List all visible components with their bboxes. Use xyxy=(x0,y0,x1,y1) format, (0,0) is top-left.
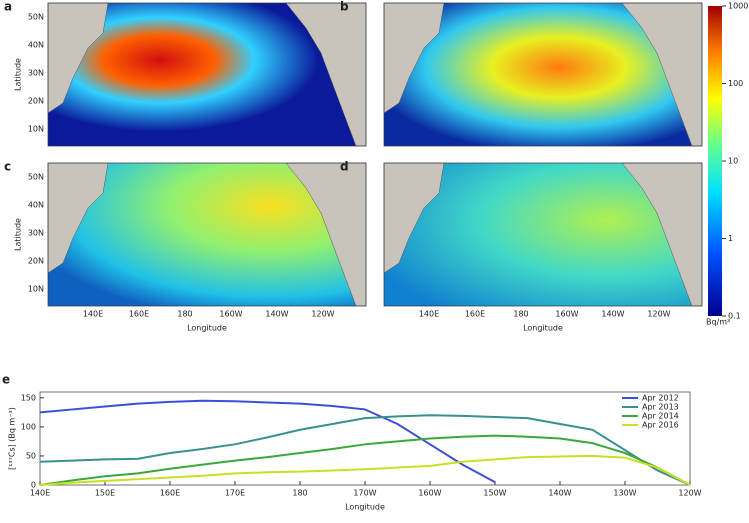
lon-tick-label: 120W xyxy=(647,310,670,319)
colorbar-unit: Bq/m³ xyxy=(706,318,730,327)
map-ylabel: Latitude xyxy=(14,218,23,251)
x-tick-label: 150W xyxy=(483,489,506,498)
colorbar-tick-label: 0.1 xyxy=(728,312,741,321)
map-frame xyxy=(383,2,703,147)
colorbar-tick-label: 10 xyxy=(728,157,738,166)
lat-tick-label: 40N xyxy=(28,201,44,210)
land xyxy=(47,2,109,114)
land xyxy=(383,162,445,274)
y-tick-label: 50 xyxy=(26,451,36,460)
plot-frame xyxy=(39,391,691,486)
x-tick-label: 170W xyxy=(353,489,376,498)
series-line xyxy=(39,414,691,486)
series-line xyxy=(39,454,691,486)
lat-tick-label: 10N xyxy=(28,125,44,134)
lon-tick-label: 140W xyxy=(265,310,288,319)
x-tick-label: 120W xyxy=(678,489,701,498)
land xyxy=(47,162,109,274)
legend-label: Apr 2012 xyxy=(642,394,679,403)
lon-tick-label: 160E xyxy=(129,310,149,319)
lat-tick-label: 20N xyxy=(28,257,44,266)
x-tick-label: 170E xyxy=(225,489,245,498)
x-tick-label: 160E xyxy=(160,489,180,498)
lat-tick-label: 30N xyxy=(28,69,44,78)
lat-tick-label: 20N xyxy=(28,97,44,106)
series-line xyxy=(39,399,496,483)
panel-label: a xyxy=(4,0,12,14)
colorbar-tick-label: 100 xyxy=(728,79,743,88)
y-tick-label: 0 xyxy=(31,481,36,490)
legend-label: Apr 2016 xyxy=(642,421,679,430)
lon-tick-label: 140E xyxy=(419,310,439,319)
legend-label: Apr 2013 xyxy=(642,403,679,412)
map-xlabel: Longitude xyxy=(523,324,563,333)
x-tick-label: 180 xyxy=(292,489,307,498)
lon-tick-label: 140W xyxy=(601,310,624,319)
map-ylabel: Latitude xyxy=(14,58,23,91)
panel-label: d xyxy=(340,160,349,174)
lon-tick-label: 160W xyxy=(219,310,242,319)
panel-label: b xyxy=(340,0,349,14)
colorbar xyxy=(708,6,722,316)
lon-tick-label: 120W xyxy=(311,310,334,319)
series-line xyxy=(39,434,691,486)
panel-label: c xyxy=(4,160,11,174)
y-tick-label: 150 xyxy=(21,393,36,402)
lon-tick-label: 180 xyxy=(513,310,528,319)
map-frame xyxy=(383,162,703,307)
legend-label: Apr 2014 xyxy=(642,412,679,421)
lon-tick-label: 160W xyxy=(555,310,578,319)
x-tick-label: 130W xyxy=(613,489,636,498)
panel-label: e xyxy=(2,373,10,387)
lon-tick-label: 160E xyxy=(465,310,485,319)
map-frame xyxy=(47,2,367,147)
lat-tick-label: 10N xyxy=(28,285,44,294)
colorbar-tick-label: 1000 xyxy=(728,2,748,11)
lat-tick-label: 50N xyxy=(28,13,44,22)
x-axis-label: Longitude xyxy=(345,503,385,512)
colorbar-tick-label: 1 xyxy=(728,234,733,243)
y-axis-label: [¹³⁷Cs] (Bq m⁻³) xyxy=(8,407,17,470)
lat-tick-label: 50N xyxy=(28,173,44,182)
x-tick-label: 160W xyxy=(418,489,441,498)
lat-tick-label: 40N xyxy=(28,41,44,50)
y-tick-label: 100 xyxy=(21,422,36,431)
land xyxy=(383,2,445,114)
x-tick-label: 150E xyxy=(95,489,115,498)
lon-tick-label: 140E xyxy=(83,310,103,319)
x-tick-label: 140E xyxy=(30,489,50,498)
lon-tick-label: 180 xyxy=(177,310,192,319)
x-tick-label: 140W xyxy=(548,489,571,498)
lat-tick-label: 30N xyxy=(28,229,44,238)
map-xlabel: Longitude xyxy=(187,324,227,333)
map-frame xyxy=(47,162,367,307)
